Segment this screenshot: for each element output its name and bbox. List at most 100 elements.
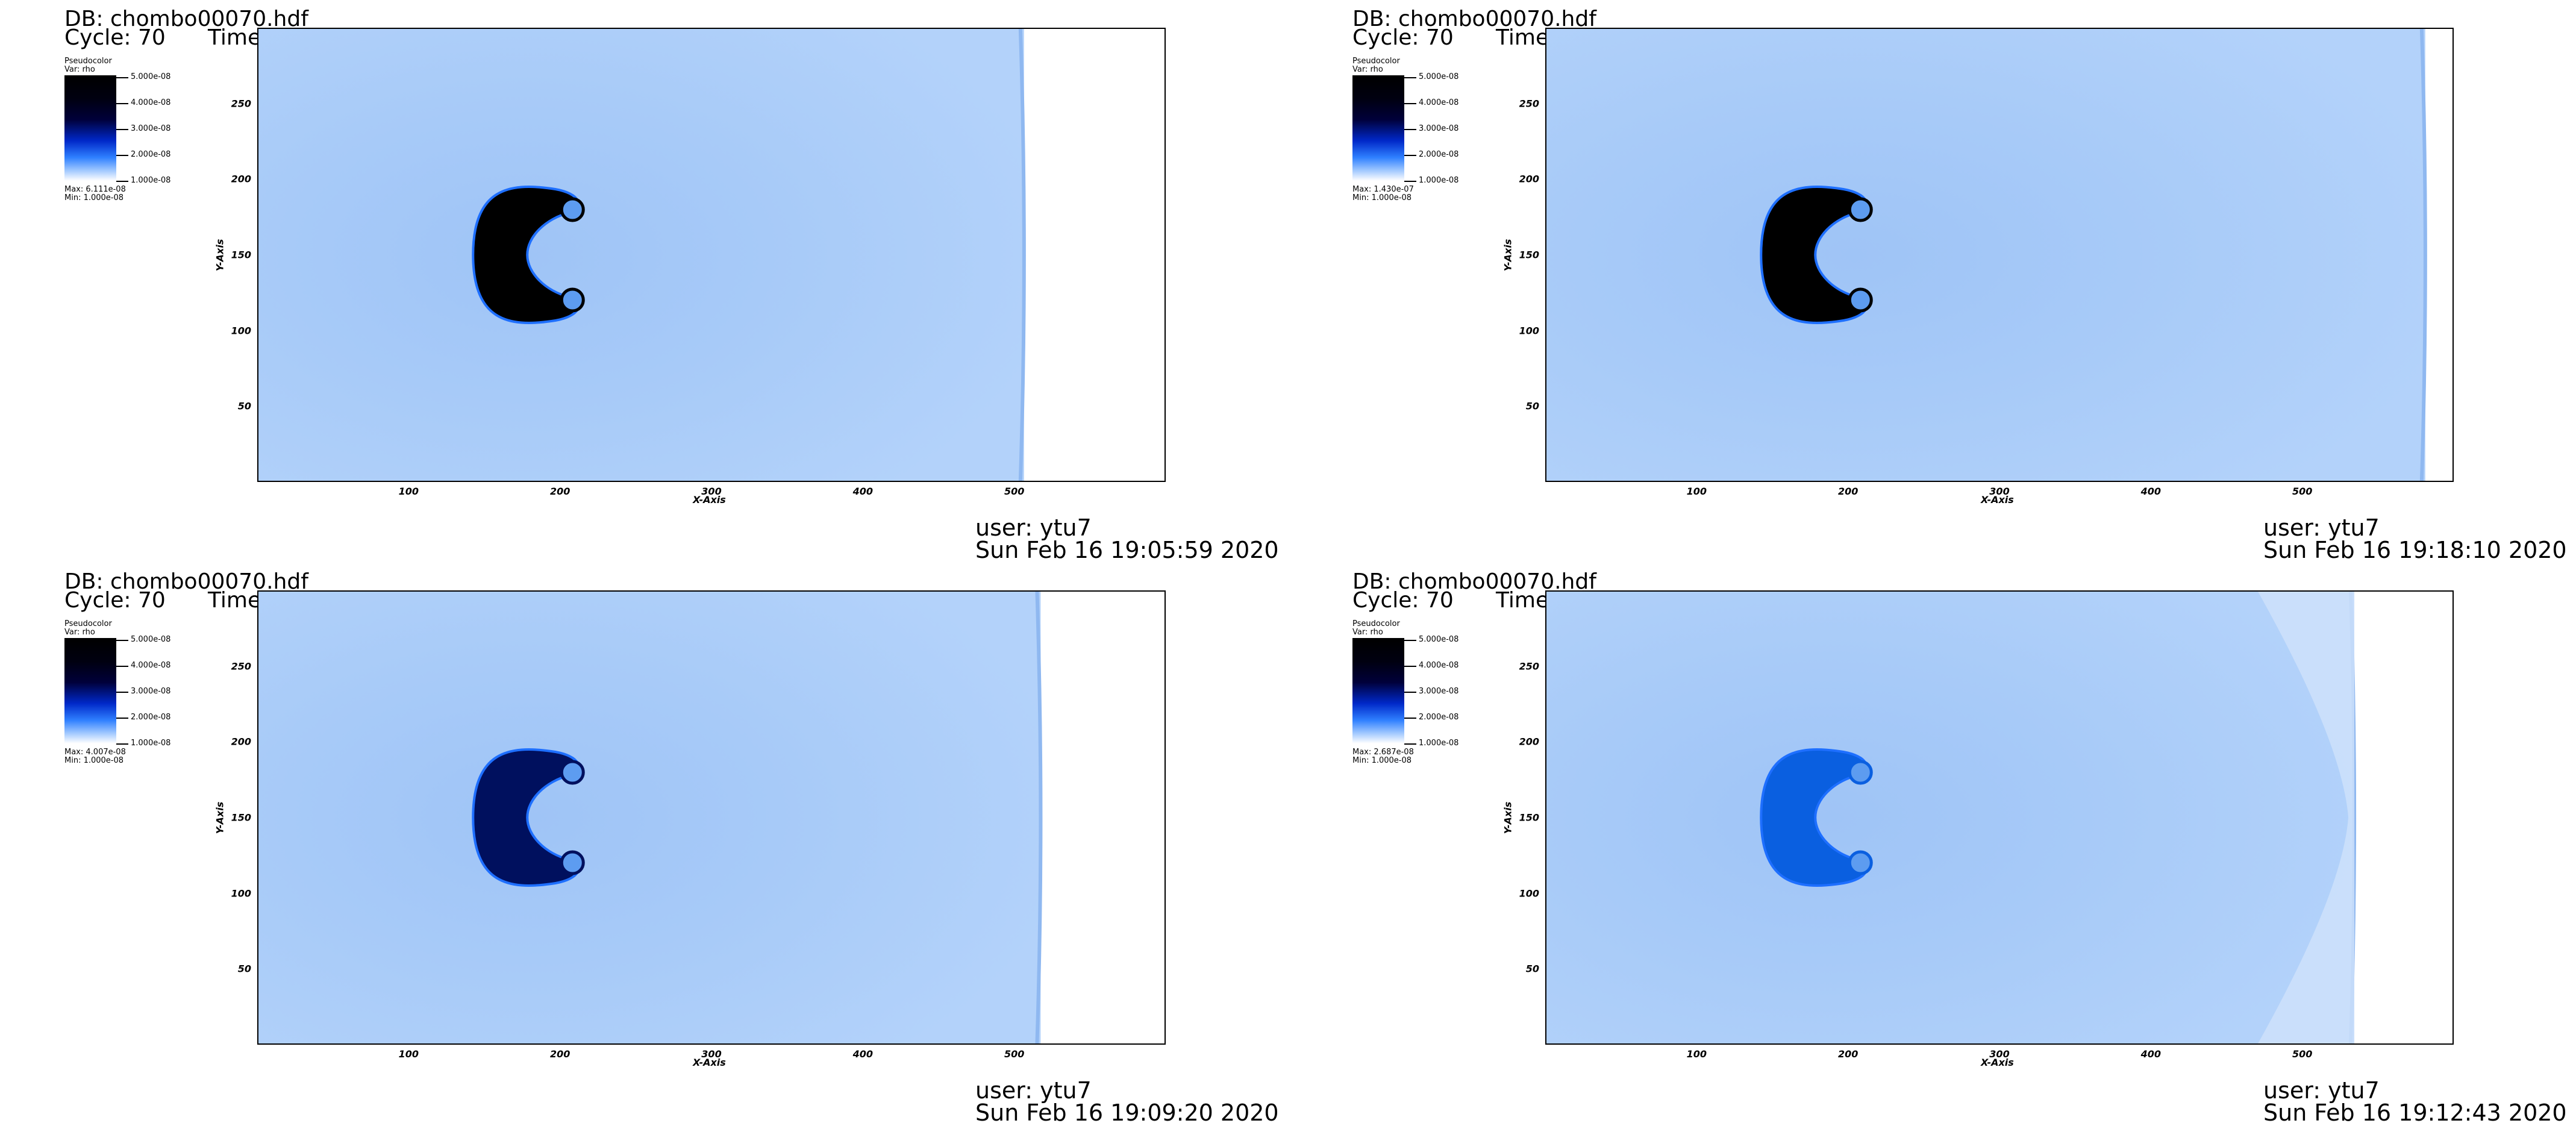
vortex-roll-top: [1848, 197, 1873, 222]
colorbar-tick: [116, 666, 128, 667]
y-tick-label: 50: [237, 963, 251, 975]
x-tick-label: 300: [701, 1048, 722, 1060]
colorbar-tick: [1404, 692, 1416, 693]
shock-front: [1035, 592, 1043, 1043]
date-label: Sun Feb 16 19:12:43 2020: [2263, 1099, 2567, 1126]
x-tick-label: 500: [2292, 486, 2313, 497]
unshocked-region: [2354, 592, 2453, 1043]
colorbar-var: Var: rho: [64, 65, 95, 74]
x-tick-label: 200: [1837, 1048, 1859, 1060]
db-label: DB: chombo00070.hdf: [64, 569, 308, 594]
colorbar-tick-label: 3.000e-08: [131, 124, 171, 133]
x-tick-label: 400: [852, 486, 874, 497]
date-label: Sun Feb 16 19:09:20 2020: [975, 1099, 1279, 1126]
colorbar-tick-label: 4.000e-08: [1419, 98, 1459, 107]
colorbar-tick-label: 5.000e-08: [131, 635, 171, 644]
colorbar-tick-label: 1.000e-08: [131, 739, 171, 748]
max-label: Max: 2.687e-08: [1352, 748, 1414, 757]
dense-cloud: [472, 186, 580, 324]
colorbar-tick-label: 2.000e-08: [131, 713, 171, 722]
colorbar-tick: [1404, 77, 1416, 78]
y-tick-label: 200: [1519, 173, 1539, 185]
x-tick-label: 500: [1004, 1048, 1025, 1060]
colorbar-tick: [116, 692, 128, 693]
colorbar-tick-label: 5.000e-08: [1419, 72, 1459, 81]
colorbar-tick-label: 1.000e-08: [1419, 176, 1459, 185]
colorbar-var: Var: rho: [64, 628, 95, 637]
x-tick-label: 500: [1004, 486, 1025, 497]
unshocked-region: [1024, 29, 1165, 481]
date-label: Sun Feb 16 19:05:59 2020: [975, 537, 1279, 563]
colorbar-tick: [116, 743, 128, 745]
colorbar-tick-label: 4.000e-08: [131, 661, 171, 670]
density-field: [1546, 592, 2453, 1043]
x-tick-label: 400: [852, 1048, 874, 1060]
colorbar-tick: [116, 129, 128, 130]
x-tick-label: 100: [398, 486, 419, 497]
colorbar-tick-label: 2.000e-08: [1419, 150, 1459, 159]
y-tick-label: 200: [231, 736, 251, 748]
y-tick-label: 150: [231, 812, 251, 824]
min-label: Min: 1.000e-08: [64, 193, 124, 202]
x-tick-label: 400: [2140, 486, 2162, 497]
dense-cloud: [1760, 748, 1868, 887]
x-tick-label: 500: [2292, 1048, 2313, 1060]
colorbar-title: Pseudocolor: [1352, 57, 1400, 66]
y-tick-label: 100: [1519, 887, 1539, 899]
shock-front: [2419, 29, 2427, 481]
y-tick-label: 200: [231, 173, 251, 185]
flow-region: [258, 592, 1041, 1043]
db-label: DB: chombo00070.hdf: [1352, 569, 1596, 594]
vortex-roll-bottom: [1848, 850, 1873, 875]
cycle-label: Cycle: 70: [1352, 588, 1454, 613]
y-tick-label: 150: [231, 249, 251, 261]
dense-cloud: [472, 748, 580, 887]
x-axis-label: X-Axis: [1981, 1057, 2014, 1068]
vortex-roll-bottom: [560, 287, 585, 313]
x-tick-label: 200: [549, 1048, 571, 1060]
x-tick-label: 100: [1686, 486, 1707, 497]
user-label: user: ytu7: [975, 1077, 1092, 1104]
colorbar-tick: [116, 640, 128, 641]
plot-area: [1545, 28, 2454, 482]
y-tick-label: 150: [1519, 812, 1539, 824]
colorbar: [64, 638, 116, 743]
y-tick-label: 50: [237, 400, 251, 412]
colorbar-tick: [1404, 718, 1416, 719]
colorbar-tick: [1404, 666, 1416, 667]
x-tick-label: 200: [549, 486, 571, 497]
y-tick-label: 250: [231, 660, 251, 672]
vortex-roll-bottom: [1848, 287, 1873, 313]
colorbar-tick: [116, 181, 128, 182]
min-label: Min: 1.000e-08: [1352, 193, 1412, 202]
colorbar-tick-label: 3.000e-08: [1419, 687, 1459, 696]
x-tick-label: 300: [1989, 486, 2010, 497]
unshocked-region: [1040, 592, 1165, 1043]
colorbar-tick-label: 3.000e-08: [1419, 124, 1459, 133]
x-tick-label: 400: [2140, 1048, 2162, 1060]
colorbar-tick: [116, 77, 128, 78]
x-axis-label: X-Axis: [693, 494, 726, 505]
y-tick-label: 250: [1519, 660, 1539, 672]
colorbar-tick-label: 4.000e-08: [1419, 661, 1459, 670]
x-tick-label: 300: [701, 486, 722, 497]
colorbar-tick: [1404, 181, 1416, 182]
unshocked-region: [2425, 29, 2453, 481]
user-label: user: ytu7: [2263, 515, 2380, 541]
x-tick-label: 100: [398, 1048, 419, 1060]
colorbar-tick-label: 5.000e-08: [131, 72, 171, 81]
colorbar-tick-label: 1.000e-08: [131, 176, 171, 185]
flow-region: [258, 29, 1024, 481]
min-label: Min: 1.000e-08: [1352, 756, 1412, 765]
colorbar-tick: [1404, 640, 1416, 641]
colorbar-tick: [1404, 155, 1416, 156]
x-axis-label: X-Axis: [1981, 494, 2014, 505]
vortex-roll-top: [1848, 760, 1873, 785]
colorbar: [1352, 638, 1404, 743]
colorbar-tick-label: 1.000e-08: [1419, 739, 1459, 748]
colorbar-tick-label: 3.000e-08: [131, 687, 171, 696]
density-field: [1546, 29, 2453, 481]
colorbar-tick: [116, 103, 128, 104]
y-tick-label: 50: [1525, 400, 1539, 412]
